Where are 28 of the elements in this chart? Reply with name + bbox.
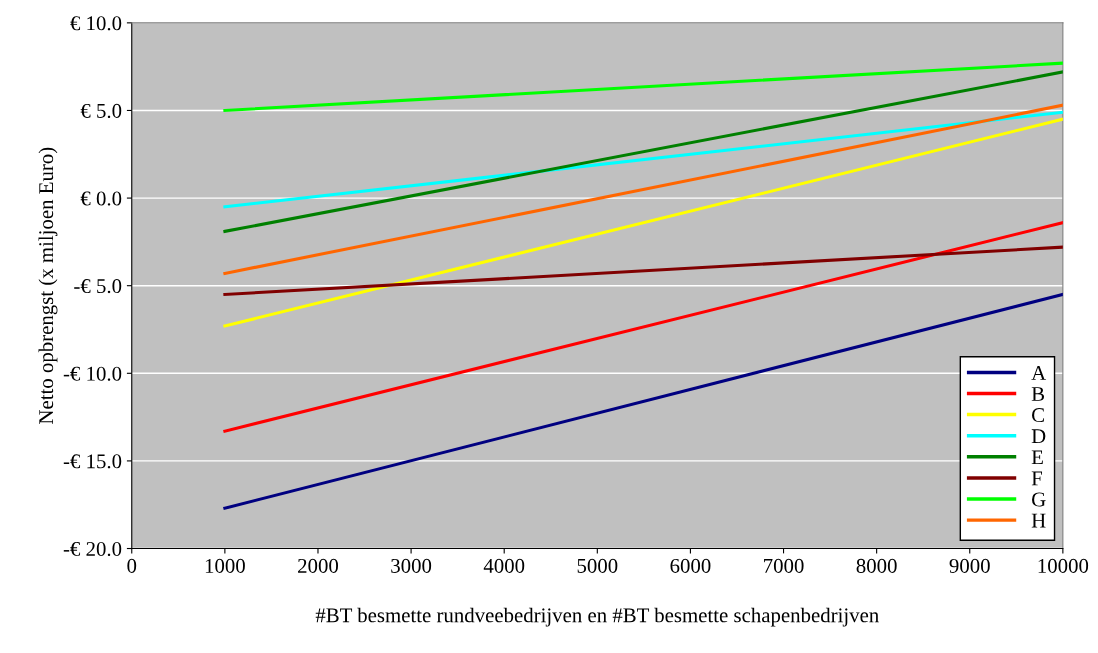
x-tick-label: 5000 [577, 558, 618, 573]
x-tick-label: 0 [127, 558, 137, 573]
legend-label: F [1031, 471, 1042, 486]
y-axis-title: Netto opbrengst (x miljoen Euro) [38, 147, 58, 424]
x-tick-label: 6000 [670, 558, 711, 573]
y-tick-label: € 0.0 [80, 191, 122, 206]
x-tick-label: 8000 [856, 558, 897, 573]
x-tick-label: 3000 [391, 558, 432, 573]
y-tick-label: -€ 10.0 [63, 366, 122, 381]
x-tick-label: 10000 [1038, 558, 1089, 573]
y-tick-label: -€ 5.0 [74, 279, 122, 294]
y-tick-label: € 5.0 [80, 103, 122, 118]
x-tick-label: 9000 [949, 558, 990, 573]
legend-label: C [1032, 408, 1044, 423]
legend-label: B [1031, 387, 1045, 401]
legend-label: G [1032, 492, 1046, 507]
x-tick-label: 1000 [205, 558, 245, 573]
y-tick-label: -€ 20.0 [63, 541, 122, 557]
legend-label: A [1031, 365, 1047, 380]
y-tick-label: € 10.0 [70, 16, 122, 31]
x-axis-title: #BT besmette rundveebedrijven en #BT besmette schapenbedrijven [315, 607, 879, 627]
legend-label: D [1031, 429, 1046, 444]
legend-label: H [1031, 513, 1046, 528]
x-tick-label: 7000 [764, 558, 804, 573]
y-tick-label: -€ 15.0 [63, 454, 122, 469]
legend-label: E [1031, 450, 1043, 465]
x-tick-label: 4000 [483, 558, 525, 573]
x-tick-label: 2000 [298, 558, 339, 573]
